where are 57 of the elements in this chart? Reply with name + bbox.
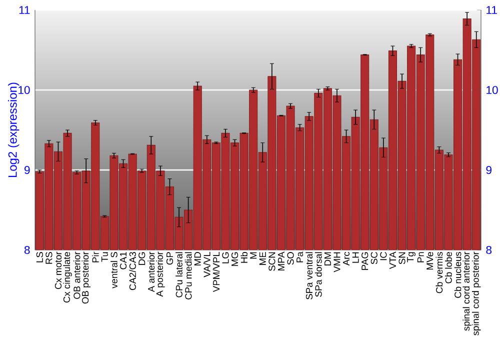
x-tick-label: Hb [240, 252, 248, 263]
y-tick-label: 8 [24, 246, 30, 254]
x-tick-label: LG [222, 252, 229, 264]
x-tick-label: CPu lateral [176, 252, 182, 298]
x-tick-label: SPa ventral [306, 252, 313, 300]
x-tick-label: SC [370, 252, 378, 264]
x-tick-label: GP [166, 252, 174, 265]
x-tick-label: Cb nucleus [454, 252, 462, 298]
x-tick-label: MG [231, 252, 238, 266]
x-tick-label: IC [380, 252, 387, 260]
x-tick-label: MVe [426, 252, 434, 270]
y-axis-title: Log2 (expression) [8, 82, 20, 178]
x-tick-label: Tu [101, 252, 108, 262]
x-tick-label: LH [352, 252, 359, 263]
x-tick-label: Pir [92, 252, 99, 262]
x-tick-label: DM [324, 252, 331, 266]
y2-tick-label: 8 [486, 246, 492, 254]
x-tick-label: DG [138, 252, 146, 265]
x-tick-label: SPa dorsal [314, 252, 322, 297]
x-tick-label: CA2/CA3 [129, 252, 136, 290]
x-tick-label: Pa [296, 252, 304, 262]
x-tick-label: SCN [268, 252, 276, 271]
x-tick-label: M [250, 252, 257, 259]
x-tick-label: A anterior [148, 252, 155, 292]
x-tick-label: ventral S [110, 252, 118, 288]
x-tick-label: VA/VL [203, 252, 210, 278]
x-tick-label: Tg [407, 252, 416, 262]
y-tick-label: 9 [24, 166, 30, 174]
x-tick-label: spinal cord anterior [462, 252, 472, 331]
x-tick-label: VMH [334, 252, 340, 272]
x-tick-label: MPA [278, 252, 284, 270]
y2-tick-label: 9 [486, 166, 492, 174]
x-tick-label: VPM/VPL [212, 252, 220, 292]
x-tick-label: RS [46, 252, 52, 264]
x-tick-label: ME [259, 252, 266, 265]
x-tick-label: Cb lobe [445, 252, 452, 284]
x-tick-label: LS [36, 252, 43, 262]
x-tick-label: Cb vermis [436, 252, 443, 294]
x-tick-label: SO [287, 252, 294, 265]
x-tick-label: spinal cord posterior [472, 252, 481, 336]
x-tick-label: OB anterior [73, 252, 80, 299]
x-tick-label: OB posterior [82, 252, 90, 304]
x-tick-label: Pn [417, 252, 424, 262]
x-tick-label: PAG [362, 252, 368, 270]
x-tick-label: CPu medial [184, 252, 192, 300]
x-tick-label: CA1 [120, 252, 127, 270]
y2-tick-label: 10 [486, 86, 498, 94]
x-tick-label: Arc [343, 252, 350, 266]
x-tick-label: A posterior [156, 252, 165, 297]
x-tick-label: Cx cingulate [63, 252, 72, 302]
x-tick-label: VTA [390, 252, 396, 270]
y-tick-label: 11 [19, 6, 30, 14]
y-tick-label: 10 [18, 86, 30, 94]
y2-tick-label: 11 [486, 6, 497, 14]
x-tick-label: MD [194, 252, 201, 266]
x-tick-label: Cx motor [54, 252, 62, 289]
x-tick-label: SN [398, 252, 406, 264]
